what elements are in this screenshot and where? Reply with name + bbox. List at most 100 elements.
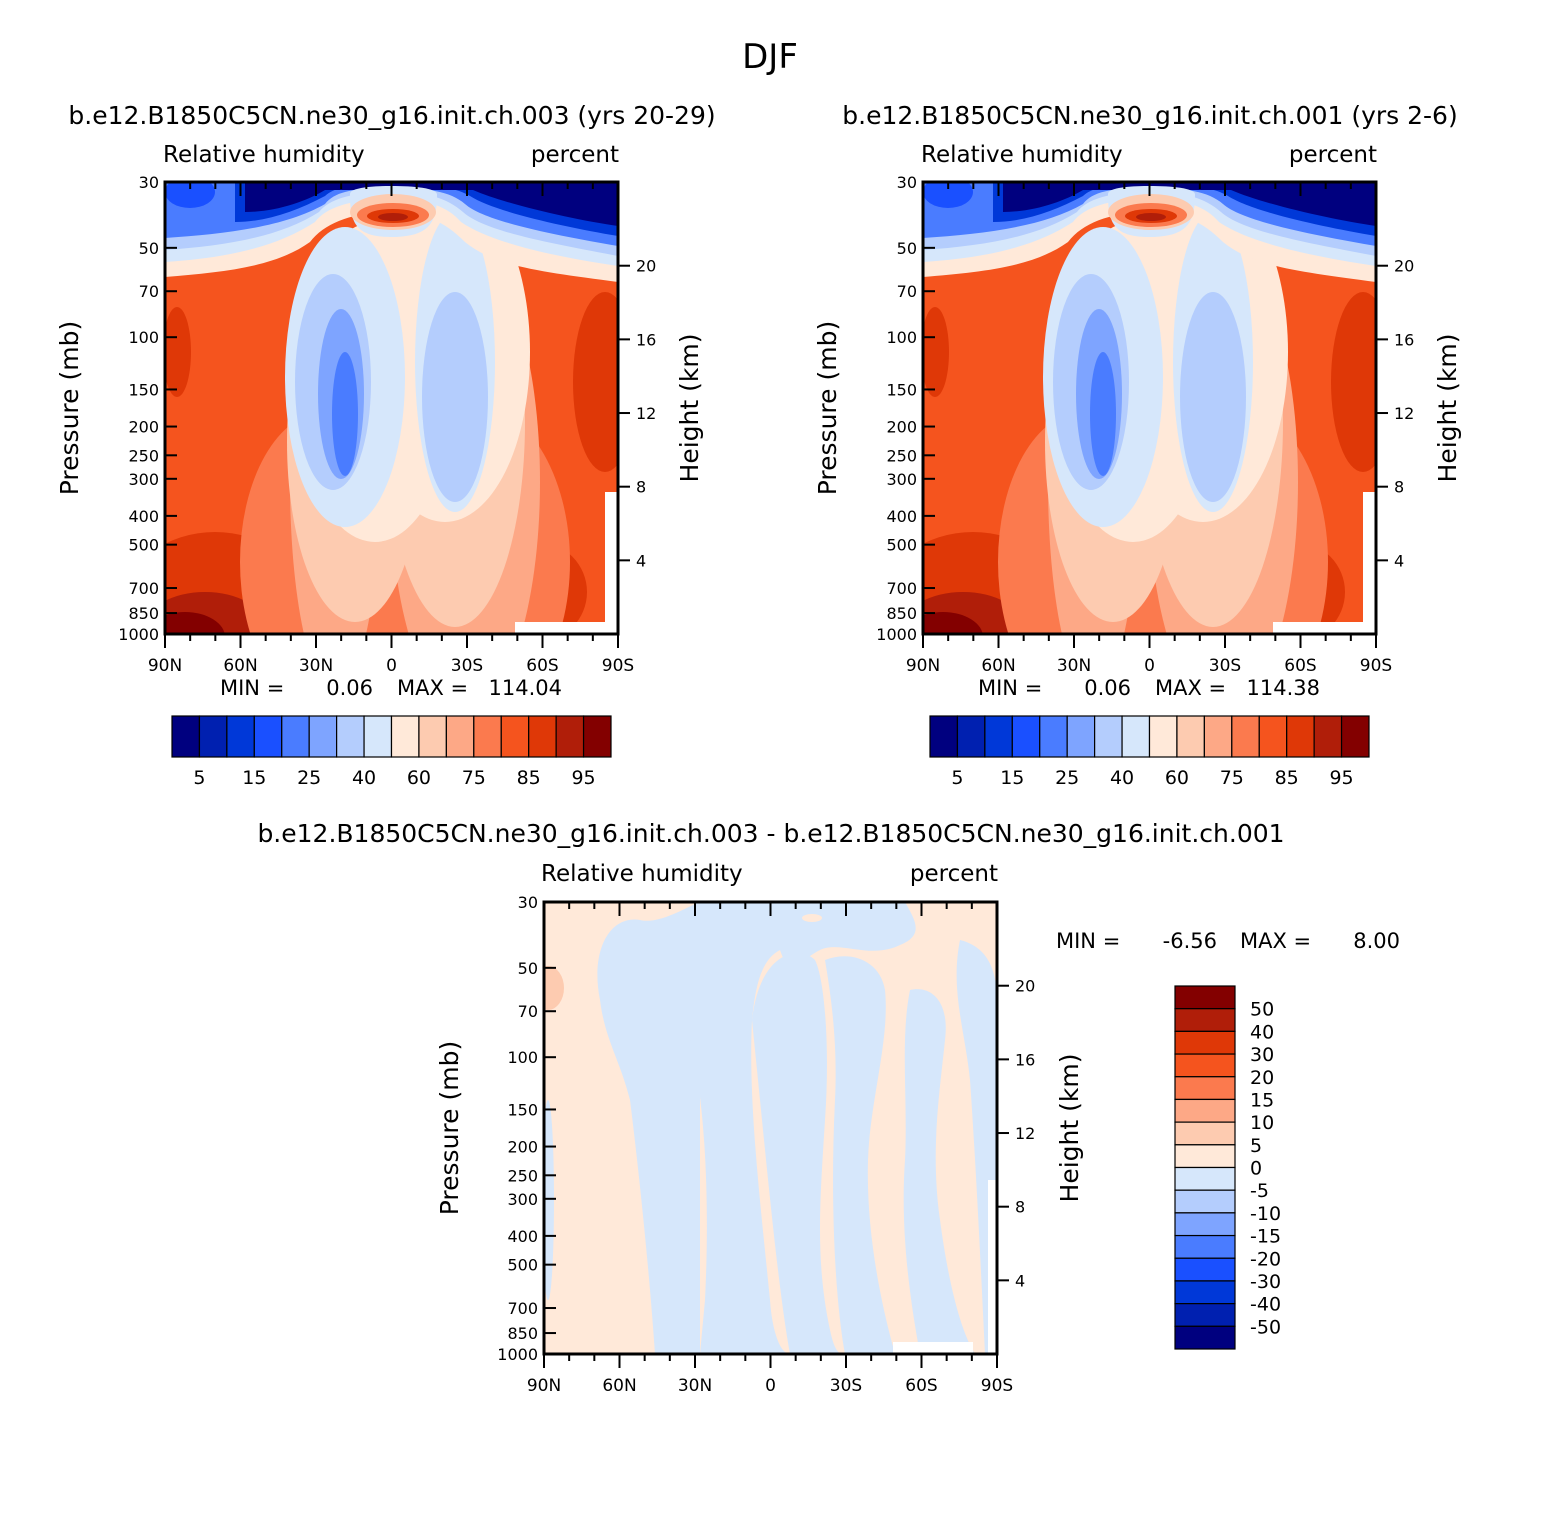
colorbar-swatch: [1174, 1325, 1236, 1350]
colorbar-swatch: [1176, 715, 1205, 758]
y-right-tick-label: 8: [1394, 478, 1404, 497]
y-tick-label: 700: [507, 1299, 538, 1318]
x-tick-label: 90S: [981, 1376, 1013, 1396]
y-tick-label: 400: [128, 507, 159, 526]
x-tick-label: 60N: [981, 656, 1015, 676]
y-right-tick-label: 4: [636, 551, 646, 570]
y-tick-label: 100: [507, 1048, 538, 1067]
y-tick-label: 300: [128, 470, 159, 489]
y-tick-label: 70: [518, 1002, 538, 1021]
colorbar-swatch: [1094, 715, 1123, 758]
y-tick-label: 70: [139, 282, 159, 301]
max-value: 8.00: [1353, 929, 1400, 953]
colorbar-swatch: [1174, 1053, 1236, 1078]
y-right-tick-label: 12: [1394, 404, 1414, 423]
max-label: MAX =: [397, 676, 468, 700]
x-tick-label: 30N: [1057, 656, 1091, 676]
y-axis-right-label: Height (km): [1055, 1054, 1084, 1203]
y-tick-label: 250: [128, 446, 159, 465]
x-tick-label: 30N: [299, 656, 333, 676]
y-tick-label: 300: [507, 1190, 538, 1209]
colorbar-label: 20: [1250, 1067, 1274, 1089]
panel-title: b.e12.B1850C5CN.ne30_g16.init.ch.003 (yr…: [68, 101, 715, 130]
colorbar-label: 25: [1055, 767, 1079, 789]
y-tick-label: 200: [507, 1138, 538, 1157]
y-right-tick-label: 20: [1015, 977, 1035, 996]
colorbar-swatch: [1148, 715, 1178, 758]
y-tick-label: 30: [897, 173, 917, 192]
colorbar-swatch: [582, 715, 612, 758]
panel-control: b.e12.B1850C5CN.ne30_g16.init.ch.003 (yr…: [55, 101, 716, 789]
units-label: percent: [910, 861, 998, 887]
y-right-tick-label: 16: [636, 330, 656, 349]
colorbar: 5 15 25 40 60 75 85 95: [929, 715, 1370, 789]
y-axis-right-label: Height (km): [675, 334, 704, 483]
panel-difference: b.e12.B1850C5CN.ne30_g16.init.ch.003 - b…: [257, 819, 1400, 1396]
colorbar-swatch: [1286, 715, 1315, 758]
colorbar-swatch: [1174, 1212, 1236, 1237]
x-tick-label: 90N: [527, 1376, 561, 1396]
y-tick-label: 150: [886, 380, 917, 399]
x-tick-label: 30N: [678, 1376, 712, 1396]
colorbar-swatch: [1174, 1234, 1236, 1259]
colorbar-swatch: [1174, 1121, 1236, 1146]
y-tick-label: 50: [518, 959, 538, 978]
colorbar-swatch: [1203, 715, 1233, 758]
colorbar-label: 60: [1165, 767, 1189, 789]
y-tick-label: 250: [886, 446, 917, 465]
units-label: percent: [531, 142, 619, 168]
colorbar-swatch: [1174, 1098, 1236, 1123]
x-tick-label: 30S: [451, 656, 483, 676]
colorbar-swatch: [984, 715, 1013, 758]
colorbar-label: 40: [1110, 767, 1134, 789]
colorbar-swatch: [390, 715, 420, 758]
colorbar-swatch: [1121, 715, 1151, 758]
y-right-tick-label: 8: [636, 478, 646, 497]
colorbar-swatch: [1174, 1280, 1236, 1305]
colorbar-swatch: [473, 715, 502, 758]
y-tick-label: 300: [886, 470, 917, 489]
colorbar-swatch: [555, 715, 585, 758]
y-tick-label: 200: [886, 418, 917, 437]
y-tick-label: 500: [507, 1256, 538, 1275]
y-tick-label: 200: [128, 418, 159, 437]
y-right-tick-label: 12: [636, 404, 656, 423]
colorbar-label: 30: [1250, 1044, 1274, 1066]
colorbar-swatch: [1174, 1144, 1236, 1169]
contour-field: [165, 182, 618, 634]
colorbar-label: 10: [1250, 1112, 1274, 1134]
colorbar-label: -10: [1250, 1203, 1281, 1225]
colorbar-swatch: [363, 715, 393, 758]
colorbar-swatch: [500, 715, 530, 758]
colorbar-label: 60: [407, 767, 431, 789]
colorbar-label: 15: [1000, 767, 1024, 789]
y-tick-label: 50: [897, 239, 917, 258]
min-label: MIN =: [978, 676, 1042, 700]
x-tick-label: 60N: [602, 1376, 636, 1396]
colorbar-swatch: [418, 715, 447, 758]
colorbar-swatch: [929, 715, 959, 758]
colorbar-label: -50: [1250, 1316, 1281, 1338]
min-label: MIN =: [220, 676, 284, 700]
min-value: 0.06: [326, 676, 373, 700]
y-tick-label: 400: [886, 507, 917, 526]
y-axis-label: Pressure (mb): [55, 321, 84, 495]
figure-title: DJF: [742, 37, 798, 77]
y-axis-right-label: Height (km): [1433, 334, 1462, 483]
colorbar-label: 15: [242, 767, 266, 789]
colorbar-swatch: [253, 715, 283, 758]
colorbar-label: 75: [1220, 767, 1244, 789]
colorbar-swatch: [1174, 1166, 1236, 1191]
colorbar-label: -15: [1250, 1226, 1281, 1248]
y-tick-label: 700: [886, 579, 917, 598]
colorbar-label: 5: [193, 767, 205, 789]
x-tick-label: 60S: [526, 656, 558, 676]
colorbar-swatch: [1258, 715, 1288, 758]
min-label: MIN =: [1056, 929, 1120, 953]
x-tick-label: 90S: [1360, 656, 1392, 676]
colorbar-label: -40: [1250, 1294, 1281, 1316]
units-label: percent: [1289, 142, 1377, 168]
colorbar-label: 5: [1250, 1135, 1262, 1157]
colorbar-label: -5: [1250, 1180, 1269, 1202]
y-tick-label: 850: [886, 604, 917, 623]
